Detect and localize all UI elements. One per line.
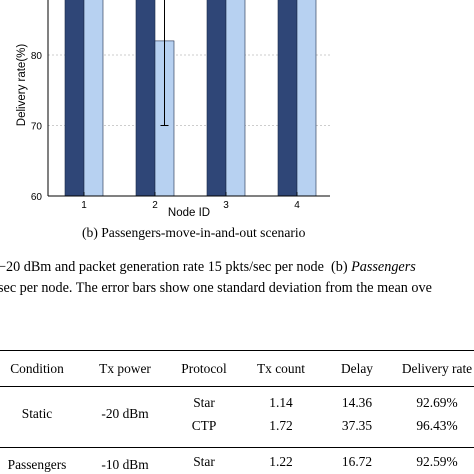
table-group-rule xyxy=(0,447,474,448)
table-header-rule xyxy=(0,386,474,387)
y-tick-label: 80 xyxy=(31,51,43,62)
tx-count-cell: 1.72 xyxy=(269,418,293,433)
delivery-cell: 96.43% xyxy=(416,418,458,433)
y-axis-label: Delivery rate(%) xyxy=(16,44,28,127)
y-tick-label: 60 xyxy=(31,192,43,203)
x-tick-label: 1 xyxy=(81,200,87,211)
bar xyxy=(206,0,227,197)
caption-line1-text: −20 dBm and packet generation rate 15 pk… xyxy=(0,259,324,275)
delay-cell: 37.35 xyxy=(341,418,373,433)
tx-power-cell: -20 dBm xyxy=(101,406,149,421)
table-header-cell: Delay xyxy=(341,361,373,376)
x-tick-label: 4 xyxy=(294,200,300,211)
protocol-cell: Star xyxy=(193,454,215,469)
tx-count-cell: 1.14 xyxy=(269,395,293,410)
chart-error-bars xyxy=(160,0,169,126)
bar xyxy=(83,0,104,197)
figure-subcaption: (b) Passengers-move-in-and-out scenario xyxy=(82,225,306,240)
bar xyxy=(277,0,298,197)
tx-count-cell: 1.22 xyxy=(269,454,293,469)
chart-grid xyxy=(48,54,330,126)
x-tick-label: 3 xyxy=(223,200,229,211)
bar xyxy=(135,0,156,197)
bar xyxy=(225,0,246,197)
chart-bars xyxy=(64,0,317,197)
caption-line1-italic: Passengers xyxy=(351,259,416,275)
bar-chart: 908070601234 Delivery rate(%) Node ID xyxy=(16,0,330,219)
delivery-cell: 92.69% xyxy=(416,395,458,410)
bar xyxy=(64,0,85,197)
figure-caption-line-2: sec per node. The error bars show one st… xyxy=(0,280,432,296)
caption-line1-b: (b) xyxy=(331,259,348,275)
figure-caption-line-1: −20 dBm and packet generation rate 15 pk… xyxy=(0,259,416,276)
table-header-cell: Tx power xyxy=(99,361,151,376)
table-header-cell: Protocol xyxy=(181,361,227,376)
chart-axes: 908070601234 xyxy=(31,0,330,211)
table-header-cell: Delivery rate xyxy=(401,361,473,376)
x-tick-label: 2 xyxy=(152,200,158,211)
protocol-cell: CTP xyxy=(191,418,217,433)
delay-cell: 14.36 xyxy=(341,395,373,410)
tx-power-cell: -10 dBm xyxy=(101,457,149,472)
delay-cell: 16.72 xyxy=(341,454,373,469)
table-header-cell: Condition xyxy=(10,361,64,376)
delivery-cell: 92.59% xyxy=(416,454,458,469)
table-header-cell: Tx count xyxy=(257,361,305,376)
protocol-cell: Star xyxy=(193,395,215,410)
y-tick-label: 70 xyxy=(31,122,43,133)
x-axis-label: Node ID xyxy=(168,207,210,219)
condition-cell: Passengers xyxy=(7,457,67,472)
table-top-rule xyxy=(0,350,474,351)
condition-cell: Static xyxy=(21,406,53,421)
bar xyxy=(296,0,317,197)
